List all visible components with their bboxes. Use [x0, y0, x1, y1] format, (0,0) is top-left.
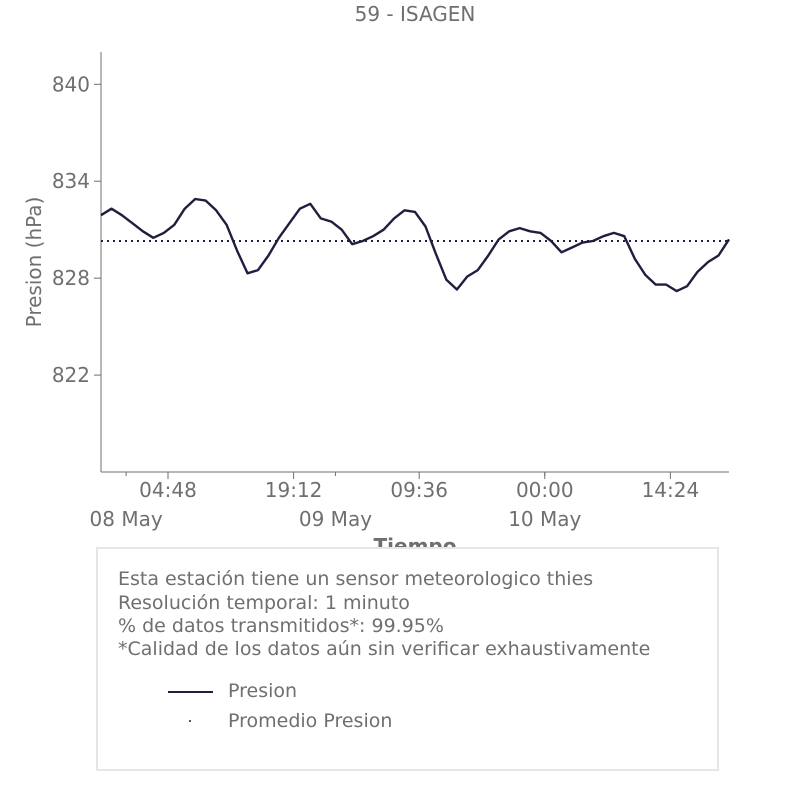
y-tick-label: 822	[52, 363, 90, 387]
y-tick-label: 828	[52, 266, 90, 290]
x-date-label: 09 May	[299, 507, 372, 531]
info-legend-box: Esta estación tiene un sensor meteorolog…	[96, 547, 719, 771]
info-transmitted-text: % de datos transmitidos*: 99.95%	[118, 615, 444, 637]
info-sensor-text: Esta estación tiene un sensor meteorolog…	[118, 568, 594, 590]
y-tick-label: 834	[52, 169, 90, 193]
series-presion	[100, 197, 731, 293]
legend-line-swatch	[168, 691, 213, 693]
x-date-label: 10 May	[508, 507, 581, 531]
legend-label-presion: Presion	[228, 680, 298, 702]
y-tick-label: 840	[52, 72, 90, 96]
chart-title: 59 - ISAGEN	[355, 2, 476, 26]
x-ticks: 04:48 19:12 09:36 00:00 14:24 08 May 09 May 10 …	[90, 472, 700, 531]
x-tick-label: 09:36	[390, 478, 448, 502]
info-resolution-text: Resolución temporal: 1 minuto	[118, 592, 410, 614]
x-tick-label: 14:24	[642, 478, 700, 502]
y-ticks: 840 834 828 822	[52, 72, 101, 387]
legend-dot-swatch	[189, 720, 191, 722]
x-date-label: 08 May	[90, 507, 163, 531]
x-tick-label: 04:48	[139, 478, 197, 502]
y-axis-label: Presion (hPa)	[22, 197, 46, 328]
x-tick-label: 00:00	[516, 478, 574, 502]
info-quality-note: *Calidad de los datos aún sin verificar …	[118, 638, 651, 660]
legend-label-promedio: Promedio Presion	[228, 710, 393, 732]
x-tick-label: 19:12	[265, 478, 323, 502]
